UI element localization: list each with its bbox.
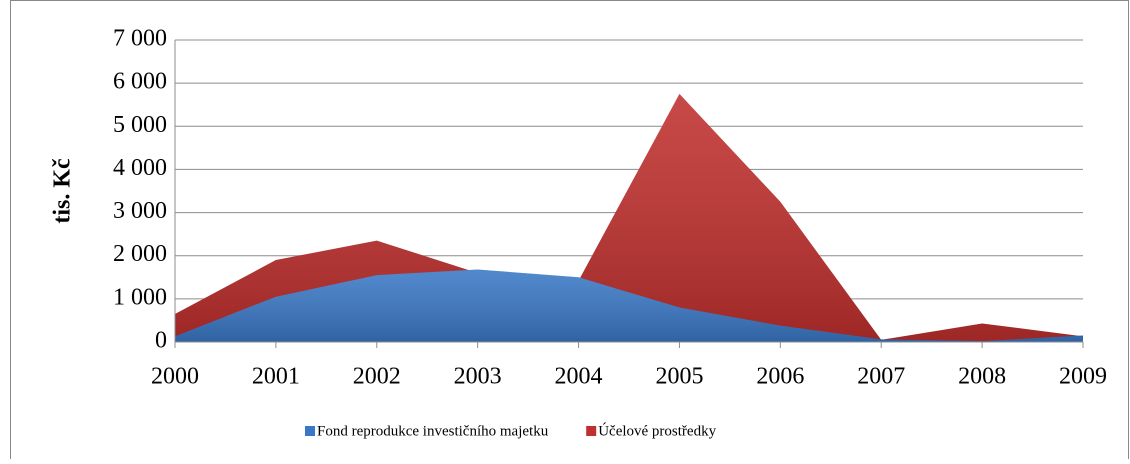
y-tick-label: 6 000 [113,69,167,95]
x-tick-label: 2005 [655,364,703,390]
area-shade [175,269,1083,342]
x-tick-label: 2000 [151,364,199,390]
legend-swatch [305,426,315,436]
x-tick-label: 2004 [555,364,603,390]
legend-label: Účelové prostředky [598,422,716,439]
y-axis-label: tis. Kč [50,158,76,224]
y-tick-label: 0 [155,328,167,354]
chart-frame [10,0,1129,464]
y-tick-label: 4 000 [113,155,167,181]
x-tick-label: 2001 [252,364,300,390]
x-tick-label: 2007 [857,364,905,390]
y-tick-label: 2 000 [113,241,167,267]
x-tick-label: 2006 [756,364,804,390]
legend-swatch [586,426,597,436]
x-tick-label: 2009 [1059,364,1107,390]
y-tick-label: 1 000 [113,284,167,310]
y-tick-label: 7 000 [113,26,167,52]
x-tick-label: 2003 [454,364,502,390]
x-tick-label: 2008 [958,364,1006,390]
legend-label: Fond reprodukce investičního majetku [317,423,549,439]
y-tick-label: 5 000 [113,112,167,138]
y-tick-label: 3 000 [113,198,167,224]
x-tick-label: 2002 [353,364,401,390]
